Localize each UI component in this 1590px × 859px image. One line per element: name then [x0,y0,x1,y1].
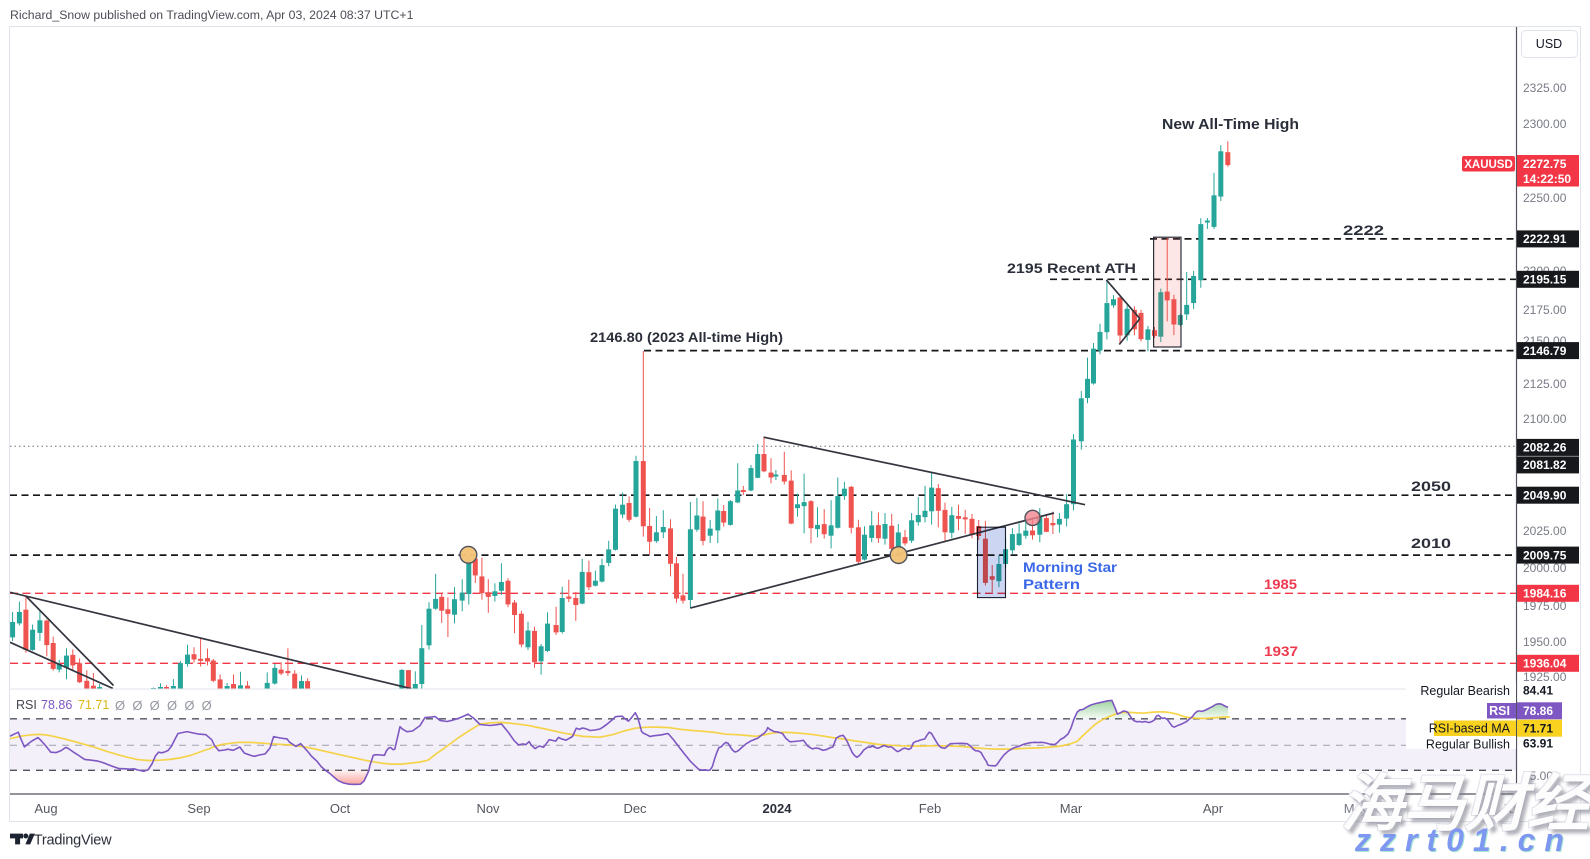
svg-text:25.00: 25.00 [1523,769,1553,783]
svg-text:RSI: RSI [16,698,37,712]
svg-text:2082.26: 2082.26 [1523,441,1567,455]
svg-text:2024: 2024 [763,801,793,816]
svg-text:2146.80 (2023 All-time High): 2146.80 (2023 All-time High) [590,330,783,345]
svg-text:XAUUSD: XAUUSD [1464,159,1513,171]
svg-text:71.71: 71.71 [78,698,109,712]
svg-text:2081.82: 2081.82 [1523,458,1567,472]
svg-text:2195 Recent ATH: 2195 Recent ATH [1007,261,1136,276]
svg-text:2250.00: 2250.00 [1523,191,1567,205]
svg-text:2272.75: 2272.75 [1523,157,1567,171]
svg-text:Dec: Dec [623,801,647,816]
svg-text:2049.90: 2049.90 [1523,488,1567,502]
svg-text:Aug: Aug [34,801,57,816]
svg-text:2175.00: 2175.00 [1523,303,1567,317]
svg-text:Feb: Feb [919,801,941,816]
svg-text:New All-Time High: New All-Time High [1162,117,1299,133]
svg-text:Oct: Oct [330,801,351,816]
svg-text:2010: 2010 [1411,535,1451,551]
svg-text:2222.91: 2222.91 [1523,232,1567,246]
svg-text:1937: 1937 [1264,644,1298,659]
svg-text:2050: 2050 [1411,478,1451,494]
svg-text:May: May [1344,801,1369,816]
svg-text:2009.75: 2009.75 [1523,548,1567,562]
svg-text:Nov: Nov [476,801,500,816]
svg-text:1985: 1985 [1264,577,1298,592]
svg-text:TradingView: TradingView [34,833,112,849]
svg-text:1925.00: 1925.00 [1523,670,1567,684]
svg-text:14:22:50: 14:22:50 [1523,172,1571,186]
svg-text:RSI-based MA: RSI-based MA [1429,722,1511,736]
svg-text:1984.16: 1984.16 [1523,587,1567,601]
svg-text:Morning Star: Morning Star [1023,559,1118,575]
svg-text:2195.15: 2195.15 [1523,273,1567,287]
svg-text:Sep: Sep [187,801,210,816]
svg-text:84.41: 84.41 [1523,684,1553,698]
svg-text:71.71: 71.71 [1523,721,1553,735]
svg-text:78.86: 78.86 [41,698,72,712]
svg-text:2100.00: 2100.00 [1523,412,1567,426]
svg-text:2025.00: 2025.00 [1523,524,1567,538]
svg-text:RSI: RSI [1489,704,1510,718]
svg-text:Mar: Mar [1060,801,1083,816]
svg-text:78.86: 78.86 [1523,704,1553,718]
svg-text:1936.04: 1936.04 [1523,657,1567,671]
svg-text:2146.79: 2146.79 [1523,344,1567,358]
svg-text:2300.00: 2300.00 [1523,117,1567,131]
svg-text:1950.00: 1950.00 [1523,635,1567,649]
svg-text:2000.00: 2000.00 [1523,561,1567,575]
svg-text:Ø Ø Ø Ø Ø Ø: Ø Ø Ø Ø Ø Ø [115,698,212,713]
svg-text:Apr: Apr [1203,801,1224,816]
svg-text:Regular Bearish: Regular Bearish [1420,684,1510,698]
svg-text:Pattern: Pattern [1023,576,1080,592]
svg-text:USD: USD [1536,37,1562,51]
svg-text:2222: 2222 [1343,222,1384,238]
svg-text:2325.00: 2325.00 [1523,81,1567,95]
svg-text:Regular Bullish: Regular Bullish [1426,738,1510,752]
svg-text:63.91: 63.91 [1523,737,1553,751]
svg-text:1975.00: 1975.00 [1523,599,1567,613]
svg-text:Ju: Ju [1502,801,1516,816]
svg-text:2125.00: 2125.00 [1523,377,1567,391]
